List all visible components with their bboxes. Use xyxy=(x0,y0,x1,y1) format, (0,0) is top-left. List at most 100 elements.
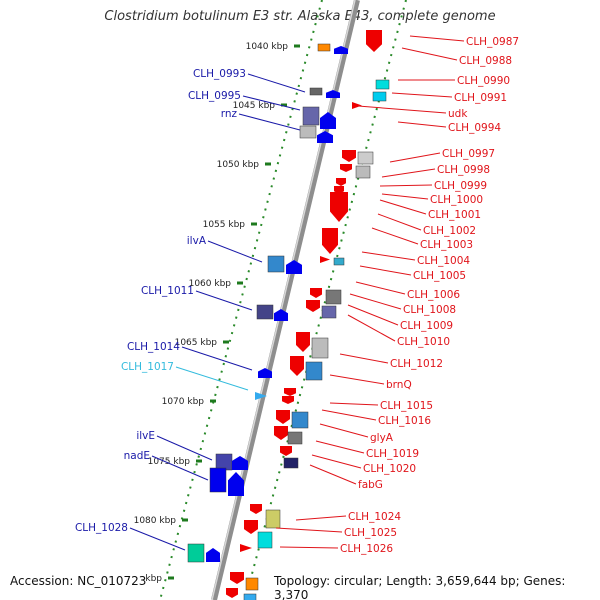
label-leader-line xyxy=(381,193,429,200)
reverse-gene-arrow xyxy=(336,178,346,186)
gene-label: CLH_1028 xyxy=(75,522,128,534)
reverse-gene-arrow xyxy=(250,504,262,514)
gene-label: CLH_0993 xyxy=(193,68,246,80)
reverse-gene-arrow xyxy=(306,300,320,312)
gene-block xyxy=(187,543,205,563)
gene-label: CLH_1002 xyxy=(423,225,476,237)
label-leader-line xyxy=(309,464,357,485)
gene-label: CLH_1008 xyxy=(403,304,456,316)
reverse-gene-arrow xyxy=(230,572,244,584)
forward-gene-arrow xyxy=(274,309,288,321)
label-leader-line xyxy=(156,435,213,461)
label-leader-line xyxy=(238,113,301,131)
forward-gene-arrow xyxy=(206,548,220,562)
scale-tick-label: 1060 kbp xyxy=(189,279,232,289)
gene-label: ilvE xyxy=(136,430,155,442)
gene-block xyxy=(321,305,337,319)
reverse-gene-arrow xyxy=(340,164,352,172)
label-leader-line xyxy=(275,527,343,533)
gene-label: CLH_1012 xyxy=(390,358,443,370)
label-leader-line xyxy=(311,454,362,469)
label-leader-line xyxy=(377,213,422,231)
label-leader-line xyxy=(321,409,377,421)
gene-block xyxy=(267,255,285,273)
gene-label: CLH_1005 xyxy=(413,270,466,282)
label-leader-line xyxy=(379,199,427,215)
label-leader-line xyxy=(379,184,433,187)
gene-block xyxy=(291,411,309,429)
scale-ticks: 1040 kbp 1045 kbp 1050 kbp 1055 kbp 1060 kbp… xyxy=(134,42,300,584)
reverse-gene-arrow xyxy=(280,446,292,456)
gene-label: ilvA xyxy=(187,235,207,247)
scale-tick-label: 1080 kbp xyxy=(134,516,177,526)
forward-gene-arrow xyxy=(258,368,272,378)
gene-block xyxy=(256,304,274,320)
gene-label: CLH_1003 xyxy=(420,239,473,251)
gene-block xyxy=(311,337,329,359)
map-title: Clostridium botulinum E3 str. Alaska E43… xyxy=(104,9,496,24)
gene-block xyxy=(305,361,323,381)
label-leader-line xyxy=(181,346,253,371)
label-leader-line xyxy=(359,265,412,276)
gene-label: CLH_1015 xyxy=(380,400,433,412)
gene-block xyxy=(325,289,342,305)
gene-block xyxy=(375,79,390,90)
gene-label: CLH_0995 xyxy=(188,90,241,102)
reverse-gene-arrow xyxy=(322,228,338,254)
label-leader-lines xyxy=(129,35,465,551)
gene-label: CLH_0988 xyxy=(459,55,512,67)
gene-label: CLH_1000 xyxy=(430,194,483,206)
gene-label: CLH_0994 xyxy=(448,122,501,134)
gene-block xyxy=(333,257,345,266)
gene-label: CLH_1010 xyxy=(397,336,450,348)
scale-tick-label: kbp xyxy=(145,574,162,584)
gene-block xyxy=(287,431,303,445)
reverse-gene-arrow xyxy=(276,410,290,424)
gene-block xyxy=(357,151,374,165)
gene-label: CLH_0999 xyxy=(434,180,487,192)
label-leader-line xyxy=(319,423,369,438)
gene-label: CLH_1011 xyxy=(141,285,194,297)
gene-block xyxy=(245,577,259,591)
forward-gene-arrow xyxy=(334,46,348,54)
gene-block xyxy=(302,106,320,126)
gene-block xyxy=(209,467,227,493)
reverse-gene-arrow xyxy=(296,332,310,352)
label-leader-line xyxy=(397,121,447,128)
genome-backbone xyxy=(211,0,360,600)
gene-fragment xyxy=(320,256,330,263)
gene-block xyxy=(265,509,281,529)
gene-fragment xyxy=(240,544,252,552)
gene-fragment xyxy=(255,392,267,400)
label-leader-line xyxy=(357,105,447,114)
gene-label: CLH_1017 xyxy=(121,361,174,373)
gene-label: CLH_1020 xyxy=(363,463,416,475)
label-leader-line xyxy=(295,515,347,521)
label-leader-line xyxy=(315,440,365,454)
label-leader-line xyxy=(371,227,419,245)
topology-summary: Topology: circular; Length: 3,659,644 bp… xyxy=(274,574,566,600)
gene-features xyxy=(187,30,390,600)
label-leader-line xyxy=(329,402,379,406)
label-leader-line xyxy=(347,314,396,342)
label-leader-line xyxy=(355,281,406,295)
label-leader-line xyxy=(207,240,263,263)
gene-label: CLH_0991 xyxy=(454,92,507,104)
label-leader-line xyxy=(329,374,385,385)
accession-label: Accession: NC_010723 xyxy=(10,574,147,588)
label-leader-line xyxy=(242,95,301,111)
label-leader-line xyxy=(381,168,436,178)
gene-label: CLH_0997 xyxy=(442,148,495,160)
gene-block xyxy=(299,125,317,139)
scale-tick-label: 1040 kbp xyxy=(246,42,289,52)
reverse-gene-arrow xyxy=(330,192,348,222)
gene-label: CLH_1019 xyxy=(366,448,419,460)
gene-label: fabG xyxy=(358,479,383,491)
gene-label: CLH_0987 xyxy=(466,36,519,48)
gene-label: CLH_1016 xyxy=(378,415,431,427)
gene-label: CLH_1025 xyxy=(344,527,397,539)
scale-tick-label: 1070 kbp xyxy=(162,397,205,407)
